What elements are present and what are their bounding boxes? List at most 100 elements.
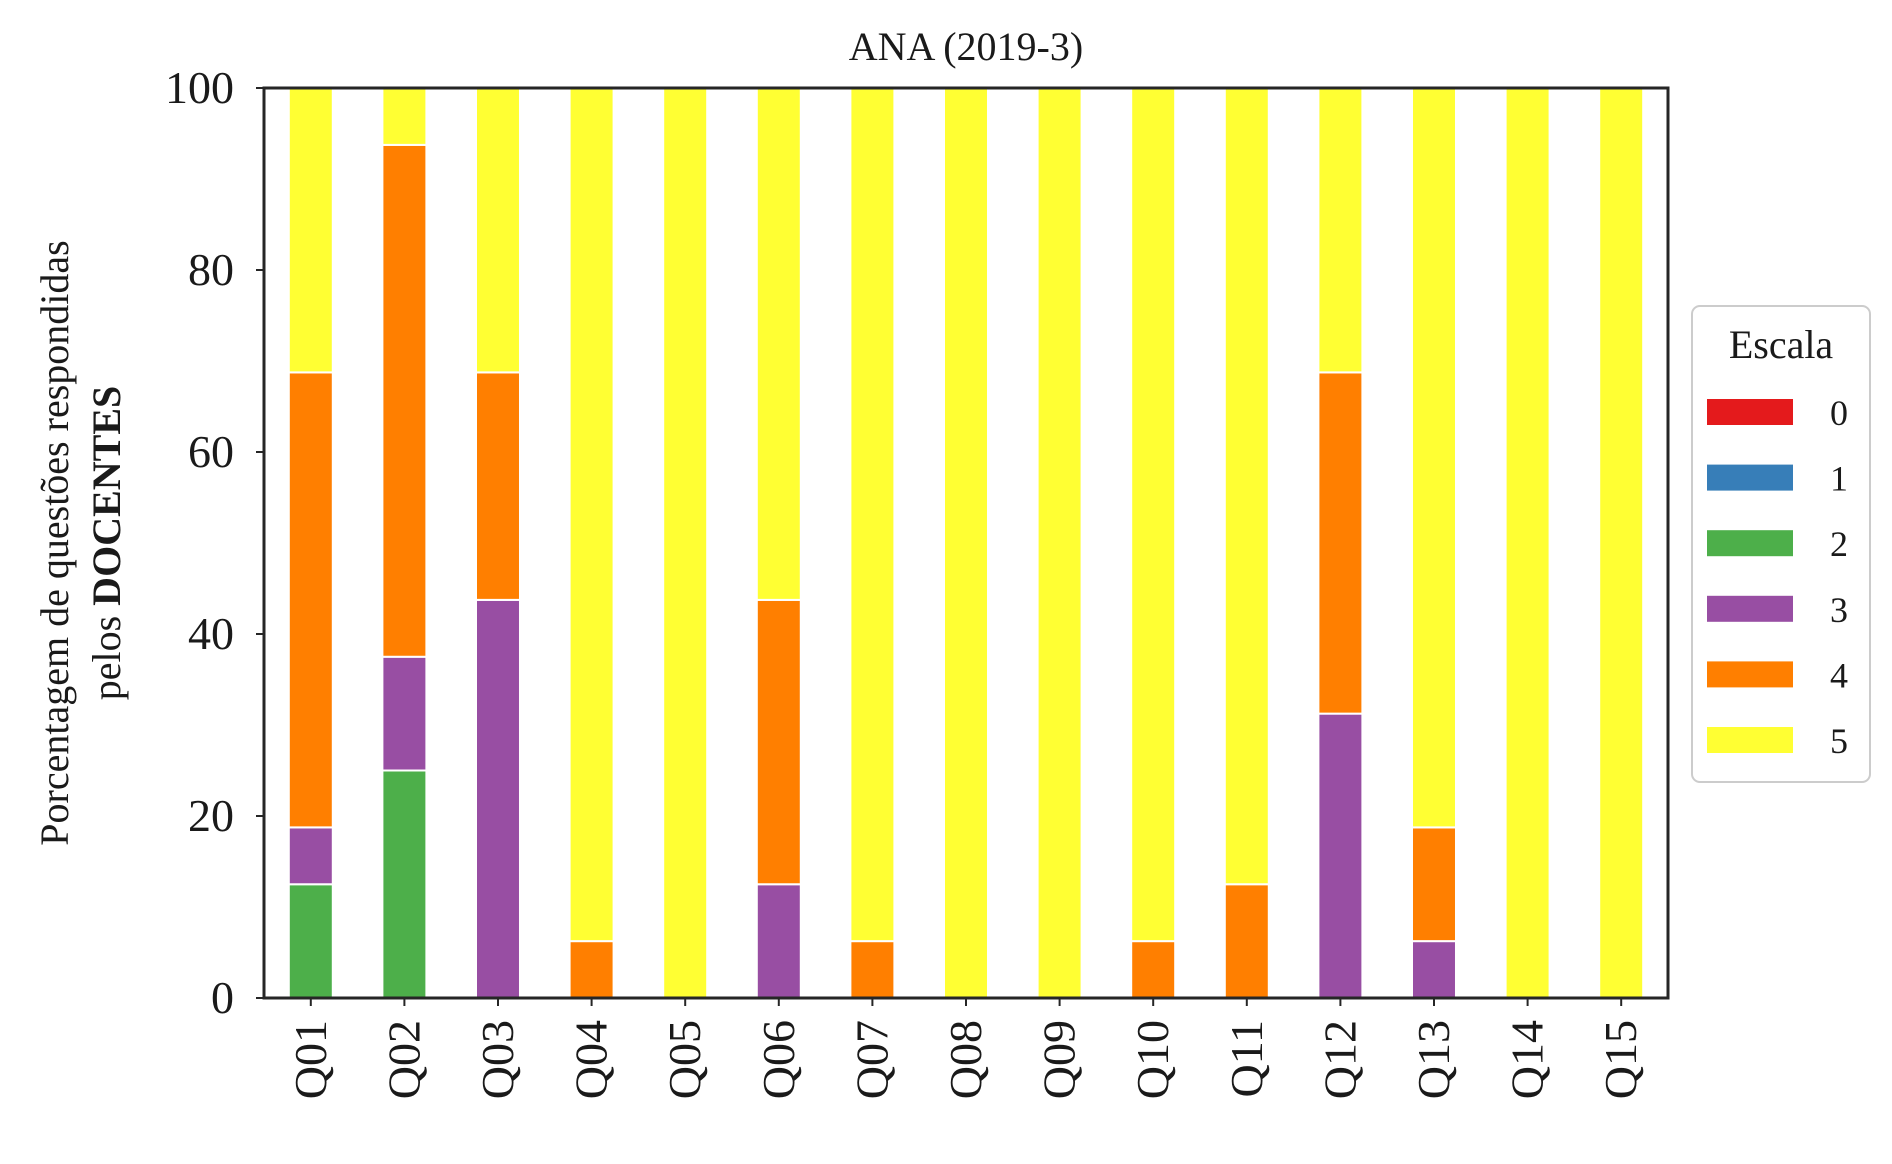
legend-swatch: [1707, 661, 1793, 688]
x-tick-label: Q10: [1127, 1020, 1178, 1099]
x-tick-label: Q02: [378, 1020, 429, 1099]
bar-Q15-escala-5: [1598, 87, 1645, 999]
bar-Q02-escala-4: [381, 143, 428, 658]
bar-Q05-escala-5: [662, 87, 709, 999]
bar-Q14-escala-5: [1504, 87, 1551, 999]
y-tick-label: 60: [188, 426, 234, 477]
y-tick-label: 100: [165, 62, 234, 113]
bar-stack-Q13: [1411, 87, 1457, 1000]
bar-stack-Q04: [568, 87, 615, 1000]
bar-Q06-escala-4: [755, 598, 802, 886]
legend-item-1: 1: [1707, 459, 1848, 499]
y-axis-label-bold: DOCENTES: [84, 386, 129, 606]
legend-item-4: 4: [1707, 655, 1848, 695]
legend-title: Escala: [1729, 322, 1834, 367]
y-axis-label: Porcentagem de questões respondidas pelo…: [32, 240, 129, 845]
y-axis-label-line2: pelos DOCENTES: [84, 386, 129, 701]
x-tick-label: Q12: [1314, 1020, 1365, 1099]
bar-Q13-escala-3: [1411, 940, 1457, 1000]
legend-label: 2: [1830, 524, 1848, 564]
y-axis-label-prefix: pelos: [84, 606, 129, 700]
legend-label: 5: [1830, 721, 1848, 761]
bar-Q02-escala-2: [381, 769, 428, 999]
legend-item-3: 3: [1707, 590, 1848, 630]
x-tick-label: Q14: [1502, 1020, 1553, 1099]
y-tick-label: 20: [188, 790, 234, 841]
legend-label: 4: [1830, 655, 1848, 695]
bar-Q12-escala-4: [1317, 371, 1364, 715]
bar-Q03-escala-4: [475, 371, 521, 601]
bar-Q04-escala-5: [568, 87, 615, 943]
bar-Q10-escala-5: [1130, 87, 1177, 943]
bar-stack-Q15: [1598, 87, 1645, 999]
bar-Q07-escala-4: [849, 940, 896, 1000]
x-tick-label: Q06: [753, 1020, 804, 1099]
legend-item-0: 0: [1707, 393, 1848, 433]
bar-Q03-escala-5: [475, 87, 521, 374]
y-tick-label: 0: [211, 972, 234, 1023]
y-axis-label-line1: Porcentagem de questões respondidas: [32, 240, 77, 845]
bar-Q10-escala-4: [1130, 940, 1177, 1000]
x-tick-label: Q03: [472, 1020, 523, 1099]
bar-stack-Q14: [1504, 87, 1551, 999]
legend-label: 1: [1830, 459, 1848, 499]
y-axis: 0 20 40 60 80 100: [165, 62, 264, 1023]
bar-stack-Q01: [287, 87, 334, 999]
bars-layer: [287, 87, 1645, 1000]
bar-Q13-escala-5: [1411, 87, 1457, 829]
legend-items: 0 1 2 3 4 5: [1707, 393, 1848, 761]
x-axis: Q01 Q02 Q03 Q04 Q05 Q06 Q07 Q08 Q09 Q10 Q11 Q12 Q13 Q…: [285, 998, 1646, 1099]
legend-swatch: [1707, 595, 1793, 622]
legend-swatch: [1707, 530, 1793, 557]
bar-stack-Q07: [849, 87, 896, 1000]
chart-title: ANA (2019-3): [849, 24, 1083, 69]
bar-Q01-escala-5: [287, 87, 334, 374]
x-tick-label: Q09: [1034, 1020, 1085, 1099]
bar-Q12-escala-3: [1317, 712, 1364, 1000]
bar-Q03-escala-3: [475, 598, 521, 1000]
legend: Escala 0 1 2 3 4 5: [1691, 305, 1871, 783]
y-tick-label: 40: [188, 608, 234, 659]
bar-Q02-escala-3: [381, 655, 428, 772]
bar-Q01-escala-2: [287, 883, 334, 999]
legend-item-5: 5: [1707, 721, 1848, 761]
y-tick-label: 80: [188, 244, 234, 295]
x-tick-label: Q07: [846, 1020, 897, 1099]
bar-Q01-escala-3: [287, 826, 334, 886]
x-tick-label: Q04: [566, 1020, 617, 1099]
bar-stack-Q10: [1130, 87, 1177, 1000]
bar-Q08-escala-5: [943, 87, 989, 999]
bar-Q11-escala-5: [1223, 87, 1270, 886]
legend-item-2: 2: [1707, 524, 1848, 564]
bar-Q07-escala-5: [849, 87, 896, 943]
bar-Q12-escala-5: [1317, 87, 1364, 374]
legend-swatch: [1707, 464, 1793, 491]
bar-Q06-escala-5: [755, 87, 802, 601]
bar-Q06-escala-3: [755, 883, 802, 999]
bar-stack-Q06: [755, 87, 802, 999]
bar-stack-Q11: [1223, 87, 1270, 999]
bar-Q09-escala-5: [1036, 87, 1083, 999]
bar-stack-Q12: [1317, 87, 1364, 1000]
bar-Q04-escala-4: [568, 940, 615, 1000]
legend-swatch: [1707, 399, 1793, 425]
x-tick-label: Q05: [659, 1020, 710, 1099]
bar-Q13-escala-4: [1411, 826, 1457, 943]
x-tick-label: Q08: [940, 1020, 991, 1099]
legend-label: 0: [1830, 393, 1848, 433]
x-tick-label: Q11: [1221, 1020, 1272, 1098]
bar-stack-Q05: [662, 87, 709, 999]
bar-stack-Q09: [1036, 87, 1083, 999]
bar-Q01-escala-4: [287, 371, 334, 829]
bar-Q11-escala-4: [1223, 883, 1270, 999]
legend-label: 3: [1830, 590, 1848, 630]
bar-stack-Q08: [943, 87, 989, 999]
legend-swatch: [1707, 727, 1793, 753]
x-tick-label: Q01: [285, 1020, 336, 1099]
x-tick-label: Q13: [1408, 1020, 1459, 1099]
bar-Q02-escala-5: [381, 87, 428, 146]
bar-stack-Q03: [475, 87, 521, 1000]
x-tick-label: Q15: [1595, 1020, 1646, 1099]
